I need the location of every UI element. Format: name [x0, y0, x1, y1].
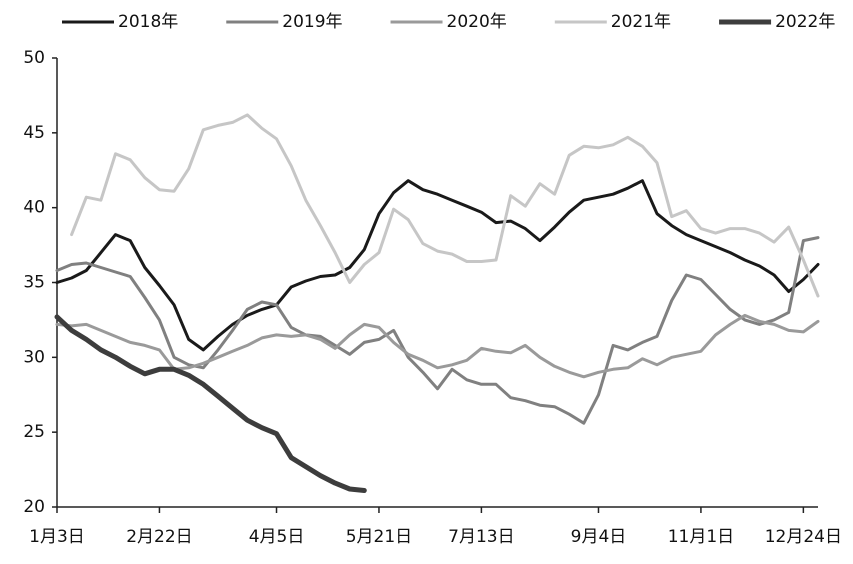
series-line [55, 179, 820, 352]
y-tick-label: 30 [23, 347, 45, 367]
series-line [54, 314, 367, 493]
y-tick-label: 45 [23, 123, 45, 143]
x-tick-label: 11月1日 [668, 527, 734, 547]
legend-label: 2022年 [775, 12, 835, 32]
legend-label: 2018年 [118, 12, 178, 32]
x-tick-label: 7月13日 [448, 527, 514, 547]
series-line [55, 313, 820, 379]
x-tick-label: 1月3日 [29, 527, 85, 547]
y-tick-label: 25 [23, 422, 45, 442]
series-line [70, 113, 820, 298]
x-tick-label: 9月4日 [571, 527, 627, 547]
x-tick-label: 5月21日 [346, 527, 412, 547]
y-tick-label: 35 [23, 273, 45, 293]
series-line [55, 236, 820, 425]
y-tick-label: 40 [23, 198, 45, 218]
legend-label: 2019年 [282, 12, 342, 32]
y-tick-label: 20 [23, 497, 45, 517]
legend-label: 2020年 [447, 12, 507, 32]
x-tick-label: 2月22日 [126, 527, 192, 547]
x-tick-label: 4月5日 [249, 527, 305, 547]
x-tick-label: 12月24日 [765, 527, 842, 547]
y-tick-label: 50 [23, 48, 45, 68]
legend-label: 2021年 [611, 12, 671, 32]
